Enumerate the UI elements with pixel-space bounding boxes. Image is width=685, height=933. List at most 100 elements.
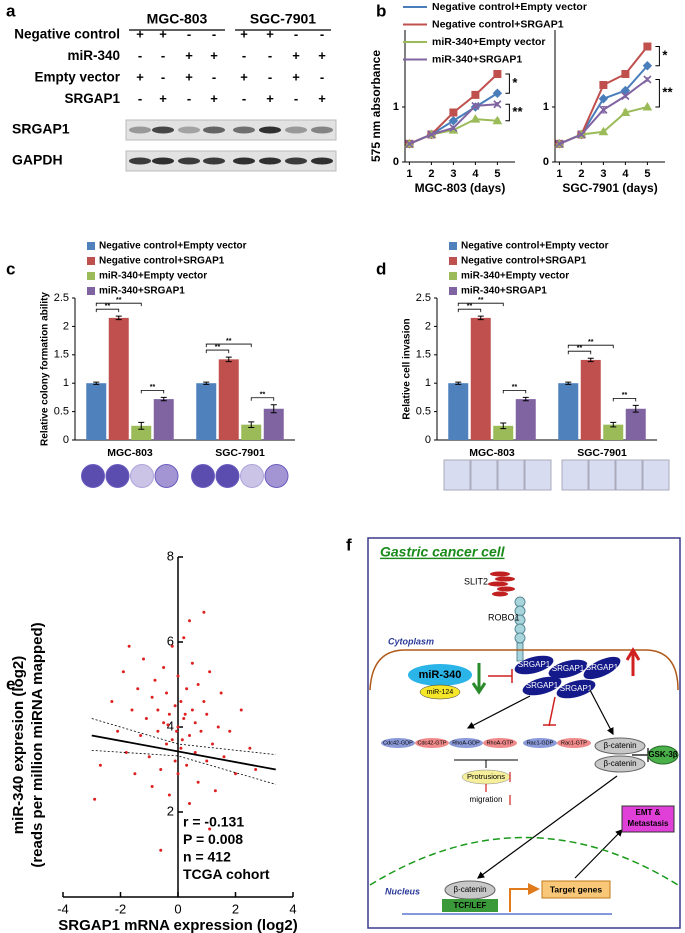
condition-sign: + bbox=[210, 91, 218, 106]
point bbox=[170, 738, 174, 742]
point bbox=[219, 691, 223, 695]
point bbox=[150, 695, 154, 699]
legend-swatch bbox=[449, 287, 457, 295]
gtpase-label: Cdc42-GDP bbox=[383, 740, 413, 746]
emt-label: Metastasis bbox=[628, 819, 669, 828]
point bbox=[176, 725, 180, 729]
tcf-label: TCF/LEF bbox=[454, 901, 487, 910]
point bbox=[173, 704, 177, 708]
error-bar bbox=[565, 381, 572, 385]
condition-sign: + bbox=[240, 69, 248, 84]
condition-sign: + bbox=[292, 48, 300, 63]
annotation: r = -0.131 bbox=[183, 814, 244, 830]
y-axis-label: Relative cell invasion bbox=[402, 318, 413, 419]
bar bbox=[470, 317, 491, 440]
marker bbox=[448, 116, 459, 126]
gtpase-label: RhoA-GTP bbox=[487, 740, 514, 746]
legend-swatch bbox=[87, 242, 95, 250]
annotation: TCGA cohort bbox=[183, 866, 270, 882]
beta-catenin bbox=[594, 737, 646, 755]
invasion-field bbox=[470, 459, 498, 491]
marker bbox=[471, 90, 480, 99]
x-tick-label: 0 bbox=[174, 901, 181, 916]
marker bbox=[427, 130, 436, 139]
x-tick-label: 4 bbox=[289, 901, 296, 916]
panel-label: c bbox=[6, 259, 15, 278]
compartment-label: Cytoplasm bbox=[388, 636, 434, 646]
x-tick-label: SGC-7901 bbox=[215, 447, 265, 459]
confidence-line bbox=[91, 749, 276, 785]
x-tick-label: 1 bbox=[406, 168, 412, 180]
condition-sign: + bbox=[136, 26, 144, 41]
x-tick-label: 4 bbox=[472, 168, 479, 180]
band bbox=[178, 126, 200, 134]
point bbox=[185, 687, 189, 691]
condition-sign: + bbox=[185, 69, 193, 84]
annotation: n = 412 bbox=[183, 849, 231, 865]
band bbox=[285, 126, 307, 134]
condition-sign: + bbox=[136, 69, 144, 84]
bar bbox=[218, 359, 239, 440]
condition-sign: + bbox=[210, 48, 218, 63]
emt-label: EMT & bbox=[636, 808, 661, 817]
legend-swatch bbox=[449, 242, 457, 250]
legend-swatch bbox=[87, 257, 95, 265]
arrows bbox=[466, 689, 623, 879]
y-tick-label: 0.5 bbox=[54, 406, 69, 418]
ligand-label: SLIT2 bbox=[464, 576, 488, 586]
band bbox=[178, 157, 200, 165]
x-tick-label: MGC-803 bbox=[107, 447, 153, 459]
significance-label: ** bbox=[150, 384, 156, 391]
legend-label: miR-340+SRGAP1 bbox=[432, 53, 522, 65]
point bbox=[239, 708, 243, 712]
invasion-field bbox=[497, 459, 525, 491]
x-tick-label: 3 bbox=[600, 168, 606, 180]
legend-swatch bbox=[87, 287, 95, 295]
legend-label: miR-340+Empty vector bbox=[432, 36, 546, 48]
legend-swatch bbox=[449, 257, 457, 265]
point bbox=[93, 797, 97, 801]
point bbox=[193, 721, 197, 725]
error-bar bbox=[203, 381, 210, 385]
significance-label: * bbox=[662, 48, 668, 63]
x-tick-label: 2 bbox=[232, 901, 239, 916]
membrane bbox=[369, 649, 679, 691]
marker bbox=[620, 107, 631, 116]
marker bbox=[555, 139, 564, 148]
legend-label: Negative control+Empty vector bbox=[461, 241, 609, 252]
significance-bracket bbox=[567, 350, 592, 355]
condition-sign: + bbox=[266, 91, 274, 106]
panel-label: d bbox=[376, 259, 386, 278]
gsk-node bbox=[647, 745, 679, 765]
significance-label: * bbox=[512, 75, 518, 90]
beta-catenin-label: β-catenin bbox=[453, 885, 486, 894]
condition-sign: - bbox=[294, 26, 298, 41]
y-tick-label: 4 bbox=[167, 718, 174, 733]
condition-sign: - bbox=[161, 48, 165, 63]
condition-label: Empty vector bbox=[34, 70, 120, 85]
y-tick-label: 1 bbox=[393, 101, 399, 113]
x-axis-label: SGC-7901 (days) bbox=[562, 181, 657, 195]
complex-label: SRGAP1 bbox=[526, 681, 559, 690]
marker bbox=[470, 114, 481, 123]
point bbox=[153, 678, 157, 682]
band bbox=[233, 126, 255, 134]
point bbox=[142, 657, 145, 661]
annotation: P = 0.008 bbox=[183, 831, 243, 847]
point bbox=[147, 755, 151, 759]
panel-label: b bbox=[376, 1, 386, 20]
gtpase-label: Rac1-GDP bbox=[527, 740, 554, 746]
point bbox=[202, 610, 206, 614]
legend-label: miR-340+Empty vector bbox=[99, 271, 207, 282]
significance-bracket bbox=[205, 343, 252, 348]
point bbox=[139, 734, 143, 737]
target-node bbox=[541, 880, 611, 899]
condition-sign: + bbox=[185, 48, 193, 63]
point bbox=[213, 789, 217, 793]
point bbox=[124, 751, 128, 754]
srgap1-complex bbox=[514, 655, 621, 699]
y-tick-label: 0 bbox=[393, 156, 399, 168]
panel-label: e bbox=[6, 674, 15, 693]
colony-well bbox=[191, 464, 215, 488]
point bbox=[202, 700, 206, 703]
